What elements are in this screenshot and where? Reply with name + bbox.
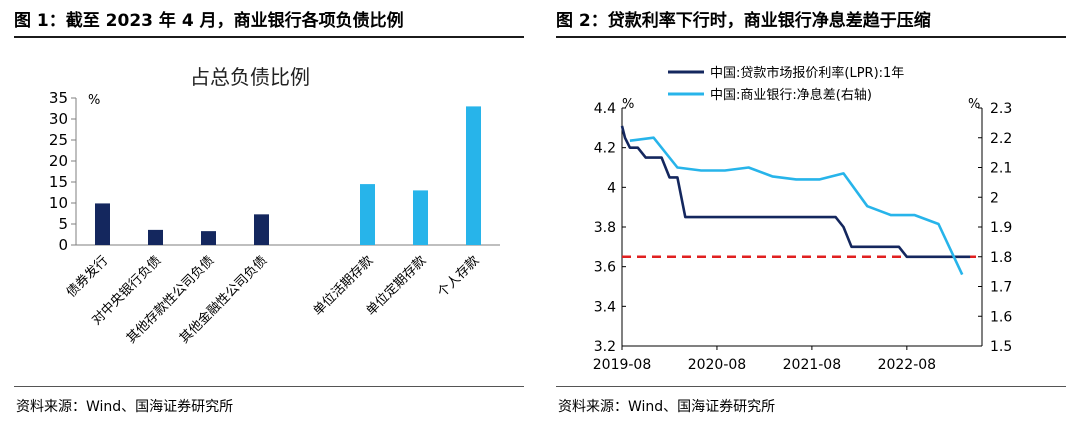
y-tick-label: 20 (49, 152, 68, 170)
legend-label: 中国:贷款市场报价利率(LPR):1年 (710, 65, 904, 81)
x-tick-label: 其他金融性公司负债 (176, 253, 270, 347)
y-tick-label: 35 (49, 89, 68, 107)
right-y-tick-label: 1.5 (990, 339, 1012, 355)
left-y-tick-label: 3.2 (594, 339, 616, 355)
x-tick-label: 2020-08 (688, 357, 747, 373)
figure2-line-chart: % % 3.2 3.4 3.6 3.8 4 4.2 4.4 1.5 1.6 1.7 1.8 1.9 2 2.1… (593, 65, 1013, 373)
legend-label: 中国:商业银行:净息差(右轴) (710, 87, 872, 103)
right-y-tick-label: 1.9 (990, 220, 1012, 236)
lpr-series-line (620, 125, 971, 259)
y-tick-label: 10 (49, 194, 68, 212)
y-tick-label: 30 (49, 110, 68, 128)
y-axis-unit: % (88, 93, 100, 108)
y-tick-label: 15 (49, 173, 68, 191)
bar (413, 190, 428, 245)
bar (148, 229, 163, 245)
bar (360, 184, 375, 245)
bar (466, 106, 481, 246)
left-y-tick-label: 4.2 (594, 141, 616, 157)
x-tick-label: 债券发行 (63, 253, 111, 301)
y-tick-label: 5 (58, 215, 68, 233)
figure1-panel: 图 1：截至 2023 年 4 月，商业银行各项负债比例 占总负债比例% 0 5 10… (0, 0, 538, 426)
figure1-title: 图 1：截至 2023 年 4 月，商业银行各项负债比例 (14, 11, 404, 31)
figure2-title-rule (556, 36, 1066, 38)
left-axis-unit: % (622, 97, 634, 112)
bar (201, 231, 216, 245)
figure1-bar-chart: 占总负债比例%05101520253035债券发行对中央银行负债其他存款性公司负… (49, 65, 500, 347)
right-axis-unit: % (968, 97, 980, 112)
x-tick-label: 2021-08 (783, 357, 842, 373)
figure1-title-rule (14, 36, 524, 38)
figure2-source: 资料来源：Wind、国海证券研究所 (558, 399, 776, 415)
figure2-panel: 图 2：贷款利率下行时，商业银行净息差趋于压缩 %% 3.2 3.4 3.6 3.8 4 4… (542, 0, 1080, 426)
net-interest-margin-series-line (629, 136, 964, 276)
right-y-tick-label: 1.6 (990, 309, 1012, 325)
right-y-tick-label: 1.7 (990, 280, 1012, 296)
right-y-tick-label: 2.2 (990, 131, 1012, 147)
left-y-tick-label: 4.4 (594, 101, 616, 117)
figure2-bottom-rule (556, 386, 1066, 387)
right-y-tick-label: 2.1 (990, 161, 1012, 177)
figure1-source: 资料来源：Wind、国海证券研究所 (16, 399, 234, 415)
y-tick-label: 0 (58, 236, 68, 254)
right-y-tick-label: 1.8 (990, 250, 1012, 266)
left-y-tick-label: 3.4 (594, 299, 616, 315)
x-tick-label: 2022-08 (878, 357, 937, 373)
figure1-bottom-rule (14, 386, 524, 387)
figure2-title: 图 2：贷款利率下行时，商业银行净息差趋于压缩 (556, 11, 931, 31)
x-tick-label: 个人存款 (435, 253, 482, 300)
right-y-tick-label: 2 (990, 190, 999, 206)
x-tick-label: 其他存款性公司负债 (124, 253, 217, 346)
bar (95, 203, 110, 245)
right-y-tick-label: 2.3 (990, 101, 1012, 117)
left-y-tick-label: 4 (607, 180, 616, 196)
left-y-tick-label: 3.8 (594, 220, 616, 236)
chart-title: 占总负债比例 (190, 65, 310, 89)
bar (254, 214, 269, 245)
x-tick-label: 2019-08 (593, 357, 652, 373)
y-tick-label: 25 (49, 131, 68, 149)
left-y-tick-label: 3.6 (594, 260, 616, 276)
